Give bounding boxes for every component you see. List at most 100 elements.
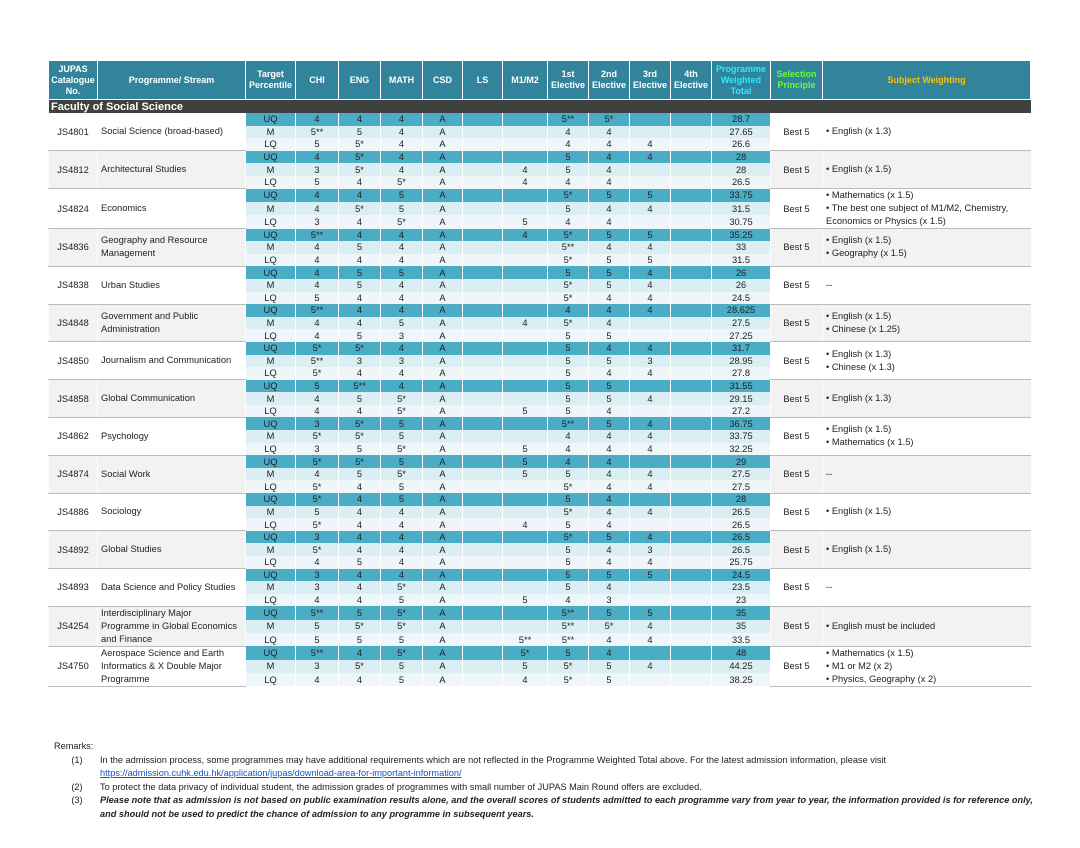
grade-cell: UQ	[245, 530, 296, 544]
grade-cell: 5*	[380, 606, 423, 620]
grade-cell	[502, 417, 548, 431]
weighting-item: • English (x 1.3)	[826, 348, 892, 359]
grade-cell: 4	[295, 201, 339, 216]
grade-row: M 4 5* 5 A 5 4 4 31.5	[49, 201, 1031, 216]
grade-cell: A	[422, 138, 463, 151]
grade-cell: 4	[588, 163, 630, 176]
grade-cell: UQ	[245, 150, 296, 164]
programme: JS4886 Sociology UQ 5* 4 5 A 5 4 28 Best 5 • Englis…	[48, 493, 1031, 532]
grade-cell	[462, 241, 503, 254]
grade-cell: A	[422, 646, 463, 660]
grade-cell: 4	[588, 175, 630, 189]
grade-row: LQ 5* 4 4 A 4 5 4 26.5	[49, 518, 1031, 531]
grade-cell	[502, 291, 548, 305]
grade-cell: M	[245, 659, 296, 674]
grade-cell	[670, 253, 712, 267]
remark-link[interactable]: https://admission.cuhk.edu.hk/applicatio…	[100, 768, 462, 778]
programme: JS4862 Psychology UQ 3 5* 5 A 5** 5 4 36.75 Best 5 •…	[48, 417, 1031, 456]
grade-cell: 5	[547, 493, 589, 506]
grade-cell: 27.5	[711, 316, 771, 330]
grade-cell	[462, 593, 503, 607]
grade-cell: A	[422, 619, 463, 634]
grade-row: JS4848 Government and Public Administrati…	[48, 304, 1031, 343]
grade-cell: 5*	[380, 646, 423, 660]
grade-cell: 5*	[380, 215, 423, 229]
grade-cell: 4	[588, 633, 630, 647]
grade-cell: 5	[338, 266, 381, 279]
grade-cell: 4	[295, 253, 339, 267]
grade-cell	[462, 518, 503, 531]
grade-cell: 4	[629, 241, 671, 254]
grade-cell: A	[422, 673, 463, 687]
grade-cell: 5	[588, 379, 630, 393]
grade-cell	[629, 493, 671, 506]
grade-cell: 4	[295, 593, 339, 607]
grade-cell	[502, 138, 548, 151]
table: JUPAS Catalogue No. Programme/ Stream Targ…	[48, 60, 1031, 687]
grade-cell: 4	[380, 304, 423, 317]
grade-cell	[670, 673, 712, 687]
grade-cell: 3	[380, 329, 423, 342]
grade-cell: M	[245, 430, 296, 443]
grade-cell: 4	[338, 593, 381, 607]
grade-cell: 4	[547, 138, 589, 151]
grade-cell: 5**	[295, 304, 339, 317]
grade-cell: 4	[338, 304, 381, 317]
grade-cell	[462, 316, 503, 330]
grade-cell: A	[422, 175, 463, 189]
grade-cell	[670, 125, 712, 139]
grade-row: JS4254 Interdisciplinary Major Programme …	[48, 606, 1031, 647]
weighting-item: • M1 or M2 (x 2)	[826, 660, 893, 671]
grade-cell: 5	[295, 175, 339, 189]
grade-row: M 5** 5 4 A 4 4 27.65	[49, 125, 1031, 139]
grade-cell: 5*	[295, 341, 339, 355]
grade-cell: 5**	[295, 606, 339, 620]
grade-cell: LQ	[245, 593, 296, 607]
grade-cell: 4	[338, 367, 381, 380]
grade-cell: 5	[629, 568, 671, 582]
grade-cell: A	[422, 125, 463, 139]
header-cell: 1st Elective	[547, 60, 589, 100]
grade-cell	[502, 392, 548, 405]
grade-cell	[462, 291, 503, 305]
grade-cell: 4	[295, 113, 339, 126]
grade-cell: 5**	[295, 125, 339, 139]
grade-cell	[629, 163, 671, 176]
grade-cell: 5**	[502, 633, 548, 647]
grade-cell	[629, 215, 671, 229]
grade-cell: 5	[295, 619, 339, 634]
grade-cell	[462, 430, 503, 443]
grade-cell: 4	[380, 125, 423, 139]
grade-cell	[462, 619, 503, 634]
grade-cell: 5	[629, 228, 671, 242]
selection-principle: Best 5	[770, 530, 823, 570]
grade-cell	[670, 379, 712, 393]
grade-cell: 4	[380, 341, 423, 355]
grade-row: JS4874 Social Work UQ 5* 5* 5 A 5 4 4 29 Best 5 --	[48, 455, 1031, 494]
grade-cell: 4	[629, 417, 671, 431]
programme: JS4824 Economics UQ 4 4 5 A 5* 5 5 33.75 Best 5 • Ma…	[48, 188, 1031, 230]
grade-cell: 4	[295, 467, 339, 481]
grade-cell	[629, 125, 671, 139]
grade-cell: 27.65	[711, 125, 771, 139]
grade-cell: 32.25	[711, 442, 771, 456]
programme: JS4893 Data Science and Policy Studies UQ 3…	[48, 568, 1031, 607]
grade-cell: 4	[588, 138, 630, 151]
grade-cell: A	[422, 228, 463, 242]
grade-cell: 4	[629, 138, 671, 151]
grade-cell	[462, 392, 503, 405]
grade-cell: 27.8	[711, 367, 771, 380]
grade-cell	[502, 367, 548, 380]
grade-cell: 5*	[547, 316, 589, 330]
grade-cell: 4	[380, 568, 423, 582]
grade-cell: 4	[588, 215, 630, 229]
grade-cell: 5	[502, 659, 548, 674]
grade-cell: 33.75	[711, 188, 771, 202]
grade-cell: LQ	[245, 442, 296, 456]
grade-cell: A	[422, 518, 463, 531]
grade-cell: 5	[629, 188, 671, 202]
grade-cell: 4	[588, 556, 630, 569]
grade-cell: 33.75	[711, 430, 771, 443]
grade-row: LQ 5* 4 5 A 5* 4 4 27.5	[49, 480, 1031, 494]
weighting-item: • Chinese (x 1.3)	[826, 361, 895, 372]
